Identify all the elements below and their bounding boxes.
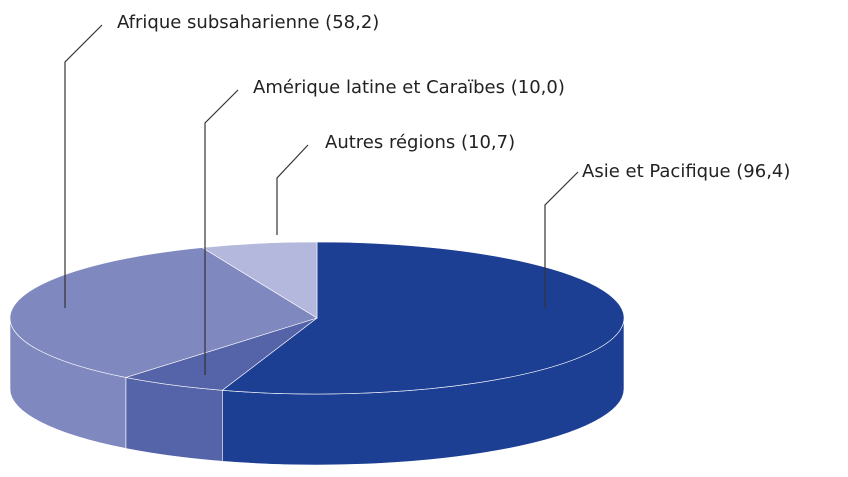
leader-line bbox=[64, 24, 103, 308]
slice bbox=[9, 247, 318, 378]
leader-line bbox=[276, 144, 309, 235]
slice-label: Afrique subsaharienne (58,2) bbox=[117, 12, 379, 33]
slice-label: Asie et Pacifique (96,4) bbox=[582, 161, 790, 182]
slice-label: Autres régions (10,7) bbox=[325, 132, 515, 153]
slice bbox=[201, 241, 318, 319]
slice-label: Amérique latine et Caraïbes (10,0) bbox=[253, 77, 565, 98]
slice-side bbox=[125, 377, 223, 462]
leader-line bbox=[544, 171, 579, 308]
leader-line bbox=[204, 89, 239, 375]
slice bbox=[221, 241, 625, 395]
